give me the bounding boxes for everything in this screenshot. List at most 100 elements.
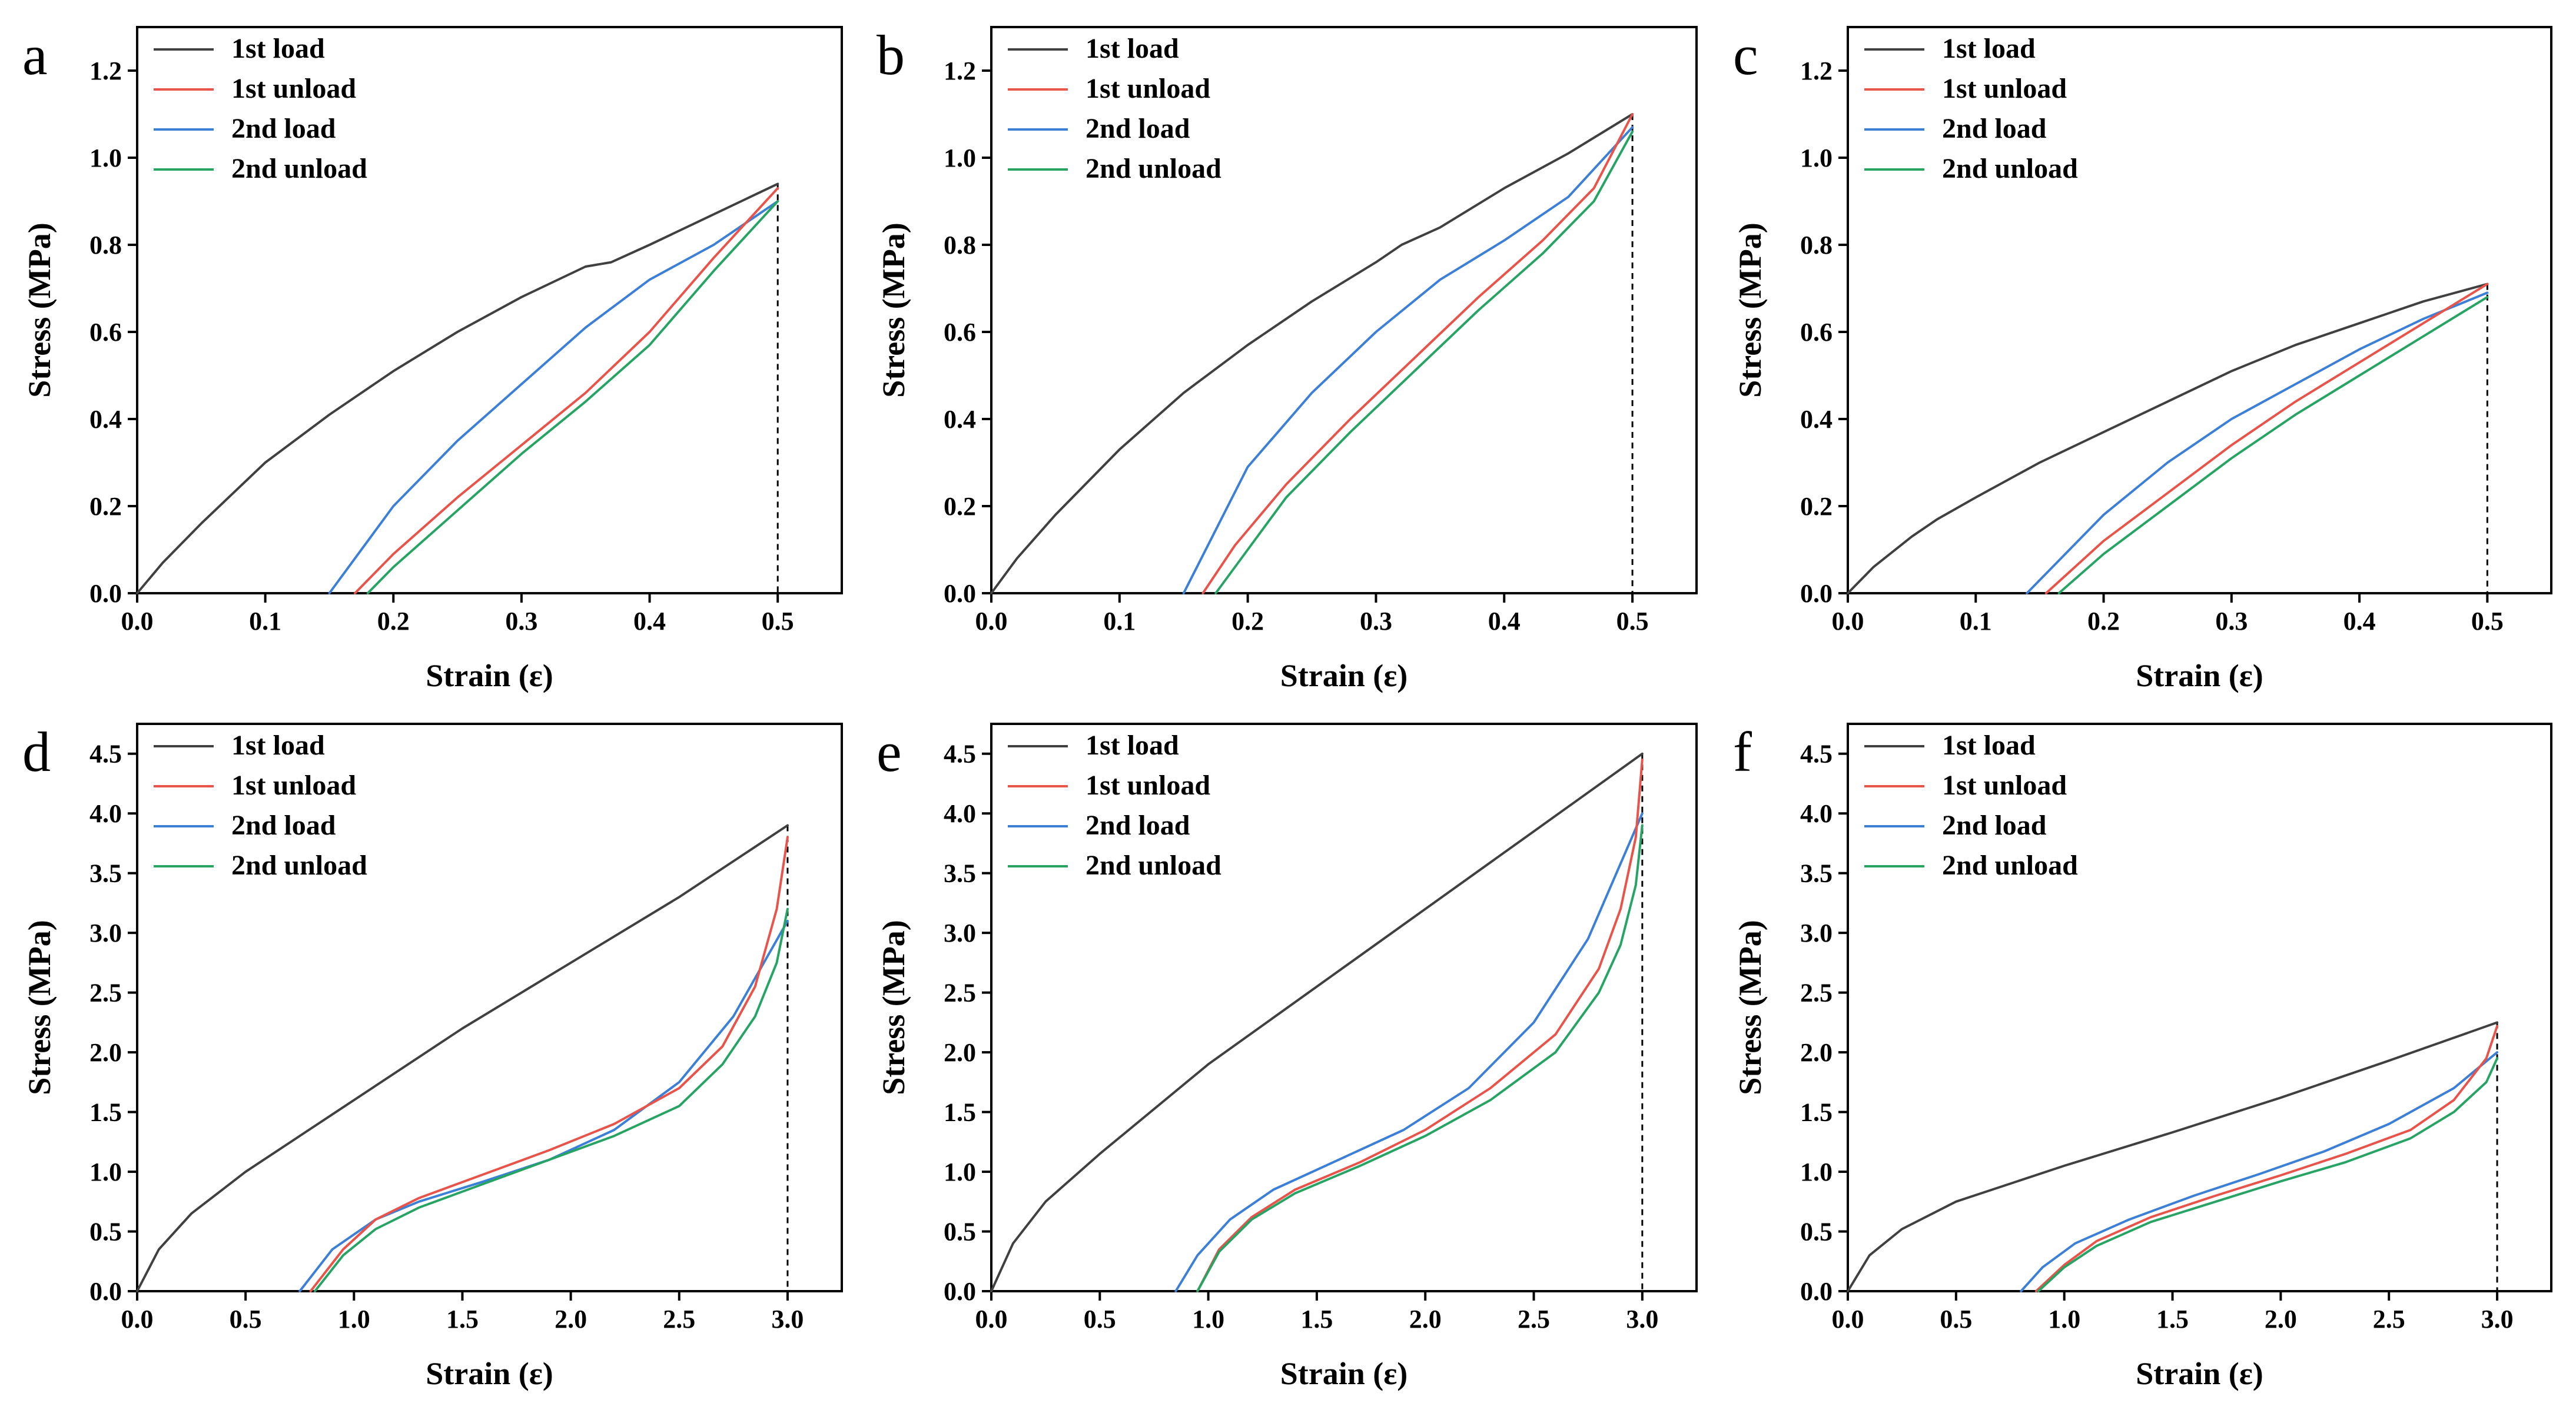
y-tick-label: 1.2 xyxy=(944,56,976,85)
legend-label: 2nd unload xyxy=(1085,153,1221,184)
series-line-1st-load xyxy=(1847,282,2489,594)
y-tick-label: 3.0 xyxy=(89,919,122,947)
panel-letter: c xyxy=(1733,24,1758,87)
legend-label: 1st load xyxy=(231,730,325,761)
x-tick-label: 2.0 xyxy=(2265,1305,2297,1334)
x-tick-label: 1.0 xyxy=(338,1305,370,1334)
y-tick-label: 0.2 xyxy=(89,492,122,521)
series-line-2nd-unload xyxy=(1214,130,1634,594)
legend-label: 1st unload xyxy=(231,770,356,801)
series-line-1st-unload xyxy=(2034,1025,2499,1292)
y-tick-label: 4.5 xyxy=(944,740,976,769)
y-tick-label: 0.4 xyxy=(1800,405,1833,434)
x-tick-label: 0.4 xyxy=(2343,607,2376,636)
series-line-1st-unload xyxy=(309,836,789,1292)
x-axis-title: Strain (ε) xyxy=(1280,1356,1408,1391)
legend-label: 2nd load xyxy=(1085,810,1190,841)
y-tick-label: 1.0 xyxy=(944,144,976,172)
y-tick-label: 0.2 xyxy=(1800,492,1833,521)
x-tick-label: 0.2 xyxy=(377,607,410,636)
plot-frame xyxy=(136,26,843,594)
y-tick-label: 0.0 xyxy=(944,1277,976,1306)
legend-label: 2nd unload xyxy=(1942,850,2078,881)
y-tick-label: 2.0 xyxy=(89,1038,122,1067)
y-axis-title: Stress (MPa) xyxy=(1732,222,1768,397)
x-tick-label: 0.4 xyxy=(633,607,666,636)
panel-d: d 0.0 0.5 1.0 1.5 2.0 2.5 3.0 0.0 0.5 1.0 1.5 2.0 2.5… xyxy=(22,720,843,1391)
panel-letter: d xyxy=(22,720,51,783)
series-line-1st-load xyxy=(990,113,1634,594)
legend-label: 2nd load xyxy=(1942,113,2047,144)
legend: 1st load 1st unload 2nd load 2nd unload xyxy=(154,33,367,184)
x-tick-label: 0.5 xyxy=(2471,607,2504,636)
x-tick-label: 0.3 xyxy=(1360,607,1392,636)
series-line-2nd-load xyxy=(2020,1051,2499,1292)
y-tick-label: 1.5 xyxy=(1800,1098,1833,1127)
legend-label: 1st unload xyxy=(1085,770,1210,801)
x-tick-label: 1.5 xyxy=(2156,1305,2189,1334)
x-tick-label: 0.1 xyxy=(1103,607,1136,636)
y-tick-label: 0.0 xyxy=(89,1277,122,1306)
y-tick-label: 0.6 xyxy=(1800,318,1833,347)
x-axis-title: Strain (ε) xyxy=(2136,1356,2263,1391)
series-line-1st-unload xyxy=(1196,758,1644,1292)
y-tick-label: 0.5 xyxy=(1800,1218,1833,1246)
y-tick-label: 0.0 xyxy=(1800,1277,1833,1306)
x-tick-label: 1.0 xyxy=(1192,1305,1224,1334)
x-tick-label: 3.0 xyxy=(1626,1305,1658,1334)
x-tick-label: 2.0 xyxy=(555,1305,587,1334)
y-tick-label: 1.0 xyxy=(1800,144,1833,172)
y-tick-label: 1.0 xyxy=(944,1158,976,1186)
series-line-2nd-load xyxy=(1182,126,1634,594)
legend: 1st load 1st unload 2nd load 2nd unload xyxy=(1864,33,2078,184)
y-tick-label: 0.0 xyxy=(1800,579,1833,608)
legend-label: 2nd unload xyxy=(231,850,367,881)
x-tick-label: 2.5 xyxy=(663,1305,695,1334)
y-tick-label: 4.0 xyxy=(89,799,122,828)
plot-frame xyxy=(136,723,843,1292)
legend-label: 2nd load xyxy=(1942,810,2047,841)
y-tick-label: 3.5 xyxy=(944,859,976,888)
y-tick-label: 3.0 xyxy=(1800,919,1833,947)
x-tick-label: 2.5 xyxy=(1518,1305,1550,1334)
legend-label: 2nd unload xyxy=(231,153,367,184)
x-tick-label: 2.0 xyxy=(1409,1305,1442,1334)
plot-frame xyxy=(1847,723,2552,1292)
panel-f: f 0.0 0.5 1.0 1.5 2.0 2.5 3.0 0.0 0.5 1.0 1.5 2.0 2.5… xyxy=(1732,720,2552,1391)
y-tick-label: 0.5 xyxy=(89,1218,122,1246)
y-tick-label: 3.0 xyxy=(944,919,976,947)
series-line-2nd-load xyxy=(328,200,779,594)
legend-label: 2nd load xyxy=(231,810,336,841)
legend-label: 1st load xyxy=(231,33,325,64)
series-line-2nd-unload xyxy=(2057,295,2489,594)
x-tick-label: 0.0 xyxy=(975,1305,1008,1334)
legend-label: 1st unload xyxy=(1085,73,1210,104)
y-tick-label: 0.8 xyxy=(89,231,122,260)
y-tick-label: 2.0 xyxy=(1800,1038,1833,1067)
legend: 1st load 1st unload 2nd load 2nd unload xyxy=(1008,730,1221,881)
y-tick-label: 1.2 xyxy=(1800,56,1833,85)
x-tick-label: 0.2 xyxy=(1231,607,1264,636)
series-line-2nd-unload xyxy=(366,200,779,594)
panel-letter: a xyxy=(22,24,48,87)
x-tick-label: 2.5 xyxy=(2373,1305,2405,1334)
x-tick-label: 0.3 xyxy=(505,607,537,636)
x-axis-title: Strain (ε) xyxy=(2136,658,2263,693)
series-line-1st-load xyxy=(136,182,779,594)
series-line-2nd-unload xyxy=(314,907,789,1292)
x-tick-label: 0.0 xyxy=(1832,1305,1864,1334)
y-tick-label: 0.5 xyxy=(944,1218,976,1246)
series-line-1st-unload xyxy=(354,187,779,594)
y-axis-title: Stress (MPa) xyxy=(876,222,911,397)
legend-label: 1st load xyxy=(1942,33,2036,64)
plot-frame xyxy=(1847,26,2552,594)
panel-b: b 0.0 0.1 0.2 0.3 0.4 0.5 0.0 0.2 0.4 0.6 0.8 1.0 1.2… xyxy=(876,24,1698,693)
legend-label: 1st unload xyxy=(1942,73,2067,104)
y-tick-label: 2.5 xyxy=(944,979,976,1008)
x-tick-label: 0.3 xyxy=(2215,607,2248,636)
x-axis-title: Strain (ε) xyxy=(426,1356,553,1391)
panel-letter: b xyxy=(877,24,905,87)
legend-label: 1st load xyxy=(1942,730,2036,761)
y-tick-label: 1.5 xyxy=(944,1098,976,1127)
legend: 1st load 1st unload 2nd load 2nd unload xyxy=(154,730,367,881)
